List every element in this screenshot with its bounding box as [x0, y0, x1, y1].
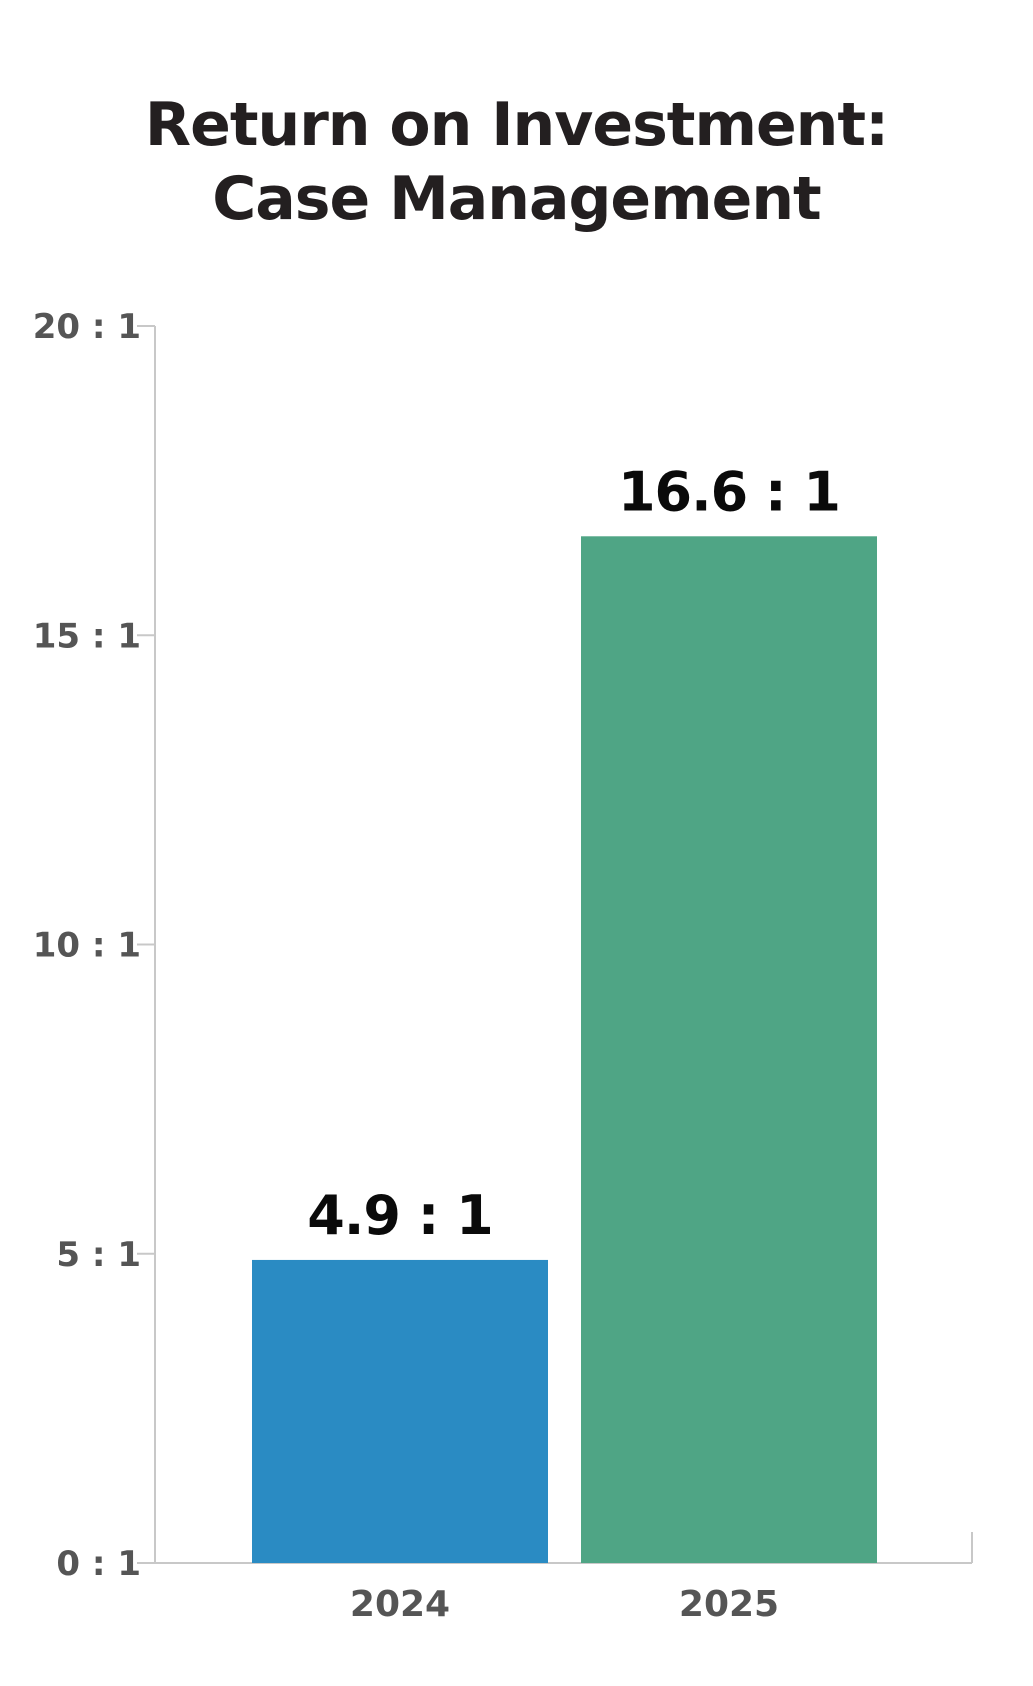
y-tick-label-5: 5 : 1: [56, 1235, 141, 1275]
chart-title: Return on Investment: Case Management: [0, 88, 1033, 236]
y-tick-label-10: 10 : 1: [33, 926, 141, 966]
y-tick-label-20: 20 : 1: [33, 307, 141, 347]
data-label-2024: 4.9 : 1: [307, 1184, 492, 1247]
data-label-2025: 16.6 : 1: [618, 460, 840, 523]
y-tick-label-0: 0 : 1: [56, 1544, 141, 1584]
x-tick-label-2025: 2025: [679, 1584, 779, 1625]
chart-title-line-1: Return on Investment:: [144, 90, 889, 160]
bar-2025: [581, 536, 877, 1563]
labels: 0 : 1 5 : 1 10 : 1 15 : 1 20 : 1 2024 4.9 : 1 2…: [33, 307, 841, 1625]
x-tick-label-2024: 2024: [350, 1584, 450, 1625]
bars: [252, 536, 877, 1563]
chart-title-line-2: Case Management: [212, 164, 821, 234]
bar-2024: [252, 1259, 548, 1563]
y-tick-label-15: 15 : 1: [33, 616, 141, 656]
